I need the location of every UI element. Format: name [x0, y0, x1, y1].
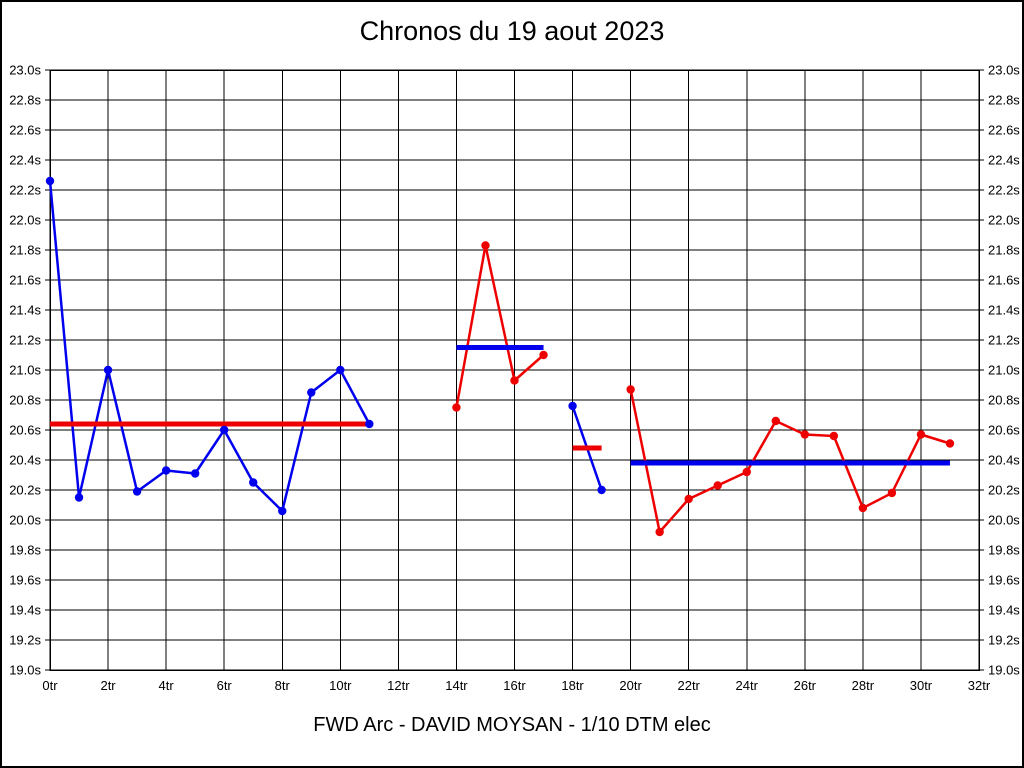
y-tick-label-left: 22.0s — [9, 213, 41, 228]
data-point-run-4 — [887, 488, 897, 498]
data-point-run-1 — [278, 506, 287, 516]
x-tick-label: 2tr — [100, 678, 116, 693]
data-point-run-1 — [74, 493, 84, 502]
y-tick-label-right: 20.8s — [988, 393, 1020, 408]
chart-title: Chronos du 19 aout 2023 — [359, 16, 665, 46]
x-tick-label: 10tr — [329, 678, 352, 693]
y-tick-label-left: 21.6s — [9, 273, 41, 288]
y-tick-label-right: 19.0s — [988, 663, 1020, 678]
data-point-run-4 — [858, 503, 868, 513]
y-tick-label-left: 19.6s — [9, 573, 41, 588]
x-tick-label: 26tr — [794, 678, 817, 693]
y-tick-label-left: 20.8s — [9, 393, 41, 408]
y-tick-label-right: 22.0s — [988, 213, 1020, 228]
y-tick-label-left: 20.4s — [9, 453, 41, 468]
data-point-run-2 — [481, 241, 490, 250]
x-tick-label: 4tr — [159, 678, 175, 693]
chart-caption: FWD Arc - DAVID MOYSAN - 1/10 DTM elec — [313, 714, 711, 736]
x-tick-label: 8tr — [275, 678, 291, 693]
plot-border — [49, 69, 980, 671]
y-tick-label-left: 19.0s — [9, 663, 41, 678]
data-point-run-1 — [190, 469, 200, 478]
data-point-run-4 — [713, 481, 722, 490]
y-tick-label-left: 22.2s — [9, 183, 41, 198]
data-point-run-1 — [161, 466, 171, 475]
data-point-run-4 — [916, 430, 926, 439]
y-tick-label-right: 21.4s — [988, 303, 1020, 318]
x-tick-label: 32tr — [968, 678, 991, 693]
data-point-run-4 — [771, 416, 780, 426]
y-tick-label-left: 20.6s — [9, 423, 41, 438]
y-tick-label-right: 22.4s — [988, 153, 1020, 168]
y-tick-label-left: 22.6s — [9, 123, 41, 138]
y-tick-label-right: 21.2s — [988, 333, 1020, 348]
data-point-run-2 — [539, 350, 548, 360]
x-tick-label: 28tr — [852, 678, 875, 693]
y-tick-label-right: 21.0s — [988, 363, 1020, 378]
y-tick-label-left: 21.2s — [9, 333, 41, 348]
data-point-run-4 — [829, 431, 839, 441]
data-point-run-4 — [742, 467, 751, 477]
y-tick-label-right: 20.4s — [988, 453, 1020, 468]
data-point-run-1 — [103, 365, 113, 375]
data-point-run-2 — [510, 376, 519, 385]
y-tick-label-right: 23.0s — [988, 63, 1020, 78]
data-point-run-4 — [655, 527, 664, 537]
y-tick-label-right: 22.2s — [988, 183, 1020, 198]
y-tick-label-right: 19.6s — [988, 573, 1020, 588]
x-tick-label: 6tr — [217, 678, 233, 693]
data-point-run-1 — [249, 478, 258, 487]
y-tick-label-left: 20.0s — [9, 513, 41, 528]
y-tick-label-right: 21.8s — [988, 243, 1020, 258]
series-line-run-1 — [48, 179, 371, 513]
x-tick-label: 30tr — [910, 678, 933, 693]
y-tick-label-left: 19.4s — [9, 603, 41, 618]
y-tick-label-right: 19.4s — [988, 603, 1020, 618]
y-tick-label-right: 19.8s — [988, 543, 1020, 558]
y-tick-label-left: 21.8s — [9, 243, 41, 258]
y-tick-label-right: 22.6s — [988, 123, 1020, 138]
x-tick-label: 24tr — [736, 678, 759, 693]
y-tick-label-right: 20.6s — [988, 423, 1020, 438]
x-tick-label: 12tr — [387, 678, 410, 693]
data-point-run-4 — [684, 494, 693, 504]
x-tick-label: 22tr — [677, 678, 700, 693]
y-tick-label-left: 20.2s — [9, 483, 41, 498]
x-tick-label: 14tr — [445, 678, 468, 693]
y-tick-label-left: 23.0s — [9, 63, 41, 78]
data-point-run-1 — [45, 176, 55, 186]
data-point-run-1 — [365, 419, 374, 429]
data-point-run-2 — [452, 403, 461, 412]
y-tick-label-left: 19.2s — [9, 633, 41, 648]
y-tick-label-right: 22.8s — [988, 93, 1020, 108]
data-point-run-3 — [597, 485, 606, 495]
data-point-run-4 — [800, 430, 810, 439]
series-line-run-2 — [455, 244, 545, 409]
x-tick-label: 20tr — [619, 678, 642, 693]
y-tick-label-right: 21.6s — [988, 273, 1020, 288]
data-point-run-1 — [132, 487, 142, 496]
data-point-run-1 — [307, 388, 316, 397]
y-tick-label-right: 20.0s — [988, 513, 1020, 528]
y-tick-label-right: 19.2s — [988, 633, 1020, 648]
data-point-run-1 — [336, 365, 345, 375]
x-tick-label: 18tr — [561, 678, 584, 693]
y-tick-label-left: 19.8s — [9, 543, 41, 558]
x-tick-label: 16tr — [503, 678, 526, 693]
data-point-run-4 — [945, 439, 955, 448]
y-tick-label-left: 21.0s — [9, 363, 41, 378]
data-point-run-4 — [626, 385, 635, 394]
data-point-run-1 — [219, 425, 229, 435]
data-point-run-3 — [568, 401, 577, 411]
y-tick-label-left: 21.4s — [9, 303, 41, 318]
y-tick-label-left: 22.8s — [9, 93, 41, 108]
series-line-run-4 — [629, 388, 952, 534]
y-tick-label-left: 22.4s — [9, 153, 41, 168]
x-tick-label: 0tr — [42, 678, 58, 693]
y-tick-label-right: 20.2s — [988, 483, 1020, 498]
